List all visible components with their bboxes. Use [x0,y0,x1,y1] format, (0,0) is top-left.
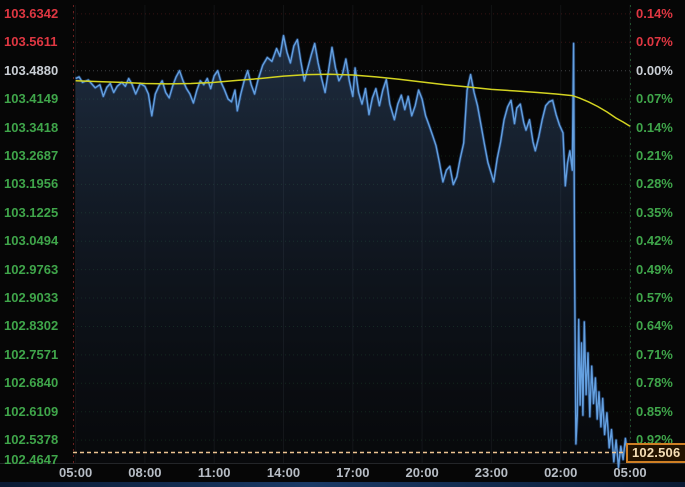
y-axis-label: 103.0494 [4,233,59,249]
y-axis-label: 0.07% [636,91,673,107]
y-axis-label: 0.42% [636,233,673,249]
y-axis-label: 103.2687 [4,147,59,163]
window-bottom-edge [0,482,685,487]
x-axis-label: 23:00 [474,465,509,480]
y-axis-label: 0.14% [636,119,673,135]
y-axis-label: 103.5611 [4,34,58,50]
x-axis-label: 20:00 [405,465,439,480]
y-axis-label: 103.3418 [4,119,59,135]
y-axis-label: 0.71% [636,346,673,362]
y-axis-label: 103.1956 [4,176,59,192]
y-axis-label: 102.9763 [4,261,59,277]
y-axis-label: 0.78% [636,375,673,391]
y-axis-label: 0.14% [636,5,673,21]
y-axis-label: 0.35% [636,204,673,220]
y-axis-label: 0.64% [636,318,673,334]
y-axis-label: 0.21% [636,147,673,163]
x-axis-label: 05:00 [58,465,93,480]
y-axis-label: 103.4149 [4,91,59,107]
y-axis-label: 102.6109 [4,403,59,419]
y-axis-label: 102.7571 [4,346,59,362]
y-axis-label: 102.9033 [4,290,59,306]
x-axis-label: 17:00 [336,465,370,480]
x-axis-label: 02:00 [544,465,578,480]
y-axis-label: 103.1225 [4,204,59,220]
y-axis-label: 102.8302 [4,318,59,334]
x-axis-label: 05:00 [613,465,647,480]
y-axis-label: 0.85% [636,403,673,419]
y-axis-label: 103.4880 [4,62,59,78]
y-axis-label: 102.6840 [4,375,59,391]
y-axis-label: 102.4647 [4,452,59,467]
y-axis-label: 0.28% [636,176,673,192]
x-axis-label: 11:00 [197,465,231,480]
ma-line-series [75,73,631,127]
y-axis-label: 0.57% [636,290,673,306]
y-axis-label: 0.49% [636,261,673,277]
price-area-fill [75,35,631,468]
x-axis-label: 08:00 [128,465,162,480]
y-axis-label: 102.5378 [4,432,59,448]
current-price-badge: 102.506 [626,442,685,463]
x-axis-label: 14:00 [266,465,301,480]
y-axis-label: 103.6342 [4,5,59,21]
price-line-series [75,35,631,468]
y-axis-label: 0.07% [636,34,673,50]
y-axis-label: 0.00% [636,62,673,78]
